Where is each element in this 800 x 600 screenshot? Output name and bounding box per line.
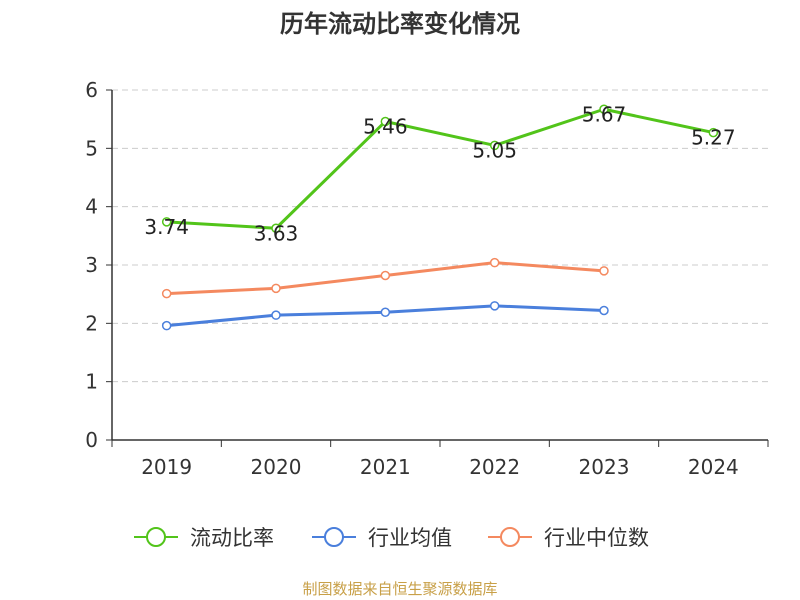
y-tick-label: 4	[85, 195, 98, 219]
data-point	[271, 283, 281, 294]
data-label: 5.05	[472, 138, 517, 162]
legend-marker	[146, 527, 166, 547]
y-tick-label: 3	[85, 253, 98, 277]
data-point	[599, 266, 609, 276]
data-point	[380, 116, 391, 127]
data-point	[489, 140, 500, 151]
y-tick-label: 6	[85, 78, 98, 102]
data-label: 5.27	[691, 126, 736, 150]
data-point	[161, 288, 172, 299]
legend-marker	[324, 527, 344, 547]
data-point	[708, 127, 719, 138]
data-point	[380, 307, 391, 317]
data-label: 3.74	[144, 215, 189, 239]
data-point	[161, 320, 172, 331]
data-point	[271, 223, 281, 233]
source-footer: 制图数据来自恒生聚源数据库	[302, 580, 498, 598]
data-point	[599, 104, 609, 114]
x-tick-label: 2019	[141, 455, 192, 479]
x-tick-label: 2022	[469, 455, 520, 479]
y-tick-label: 1	[85, 370, 98, 394]
y-tick-label: 2	[85, 311, 98, 335]
series-line	[166, 107, 714, 230]
chart-title: 历年流动比率变化情况	[280, 10, 520, 38]
x-tick-label: 2024	[688, 455, 739, 479]
legend-label: 行业均值	[368, 526, 452, 550]
y-tick-label: 0	[85, 428, 98, 452]
data-point	[271, 310, 281, 320]
data-point	[489, 301, 500, 311]
legend-marker	[500, 527, 520, 547]
x-tick-label: 2021	[360, 455, 411, 479]
data-point	[380, 270, 391, 281]
legend-label: 流动比率	[190, 526, 274, 550]
x-tick-label: 2020	[251, 455, 302, 479]
data-label: 3.63	[254, 221, 299, 245]
legend-label: 行业中位数	[544, 526, 649, 550]
y-tick-label: 5	[85, 136, 98, 160]
data-point	[489, 257, 500, 268]
data-point	[599, 305, 609, 316]
x-tick-label: 2023	[579, 455, 630, 479]
data-label: 5.67	[582, 102, 627, 126]
data-point	[161, 217, 172, 227]
data-label: 5.46	[363, 115, 408, 139]
